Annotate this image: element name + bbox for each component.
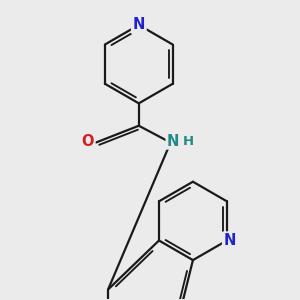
- Text: H: H: [183, 135, 194, 148]
- Text: O: O: [81, 134, 94, 149]
- Text: N: N: [133, 17, 145, 32]
- Text: N: N: [166, 134, 178, 149]
- Text: N: N: [224, 233, 236, 248]
